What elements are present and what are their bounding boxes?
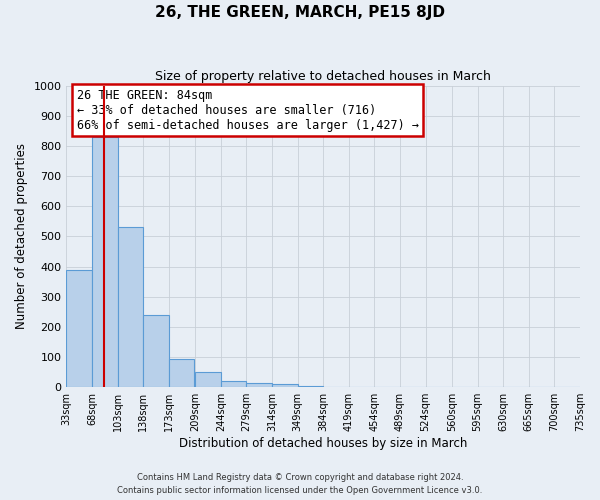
Bar — [143, 315, 169, 387]
Y-axis label: Number of detached properties: Number of detached properties — [15, 144, 28, 330]
Bar — [169, 358, 194, 387]
X-axis label: Distribution of detached houses by size in March: Distribution of detached houses by size … — [179, 437, 467, 450]
Bar — [298, 386, 323, 387]
Title: Size of property relative to detached houses in March: Size of property relative to detached ho… — [155, 70, 491, 83]
Text: Contains HM Land Registry data © Crown copyright and database right 2024.
Contai: Contains HM Land Registry data © Crown c… — [118, 474, 482, 495]
Bar — [221, 381, 247, 387]
Text: 26, THE GREEN, MARCH, PE15 8JD: 26, THE GREEN, MARCH, PE15 8JD — [155, 5, 445, 20]
Bar — [67, 270, 92, 387]
Bar — [272, 384, 298, 387]
Bar — [118, 228, 143, 387]
Bar — [247, 382, 272, 387]
Bar — [195, 372, 221, 387]
Bar — [92, 137, 118, 387]
Text: 26 THE GREEN: 84sqm
← 33% of detached houses are smaller (716)
66% of semi-detac: 26 THE GREEN: 84sqm ← 33% of detached ho… — [77, 88, 419, 132]
